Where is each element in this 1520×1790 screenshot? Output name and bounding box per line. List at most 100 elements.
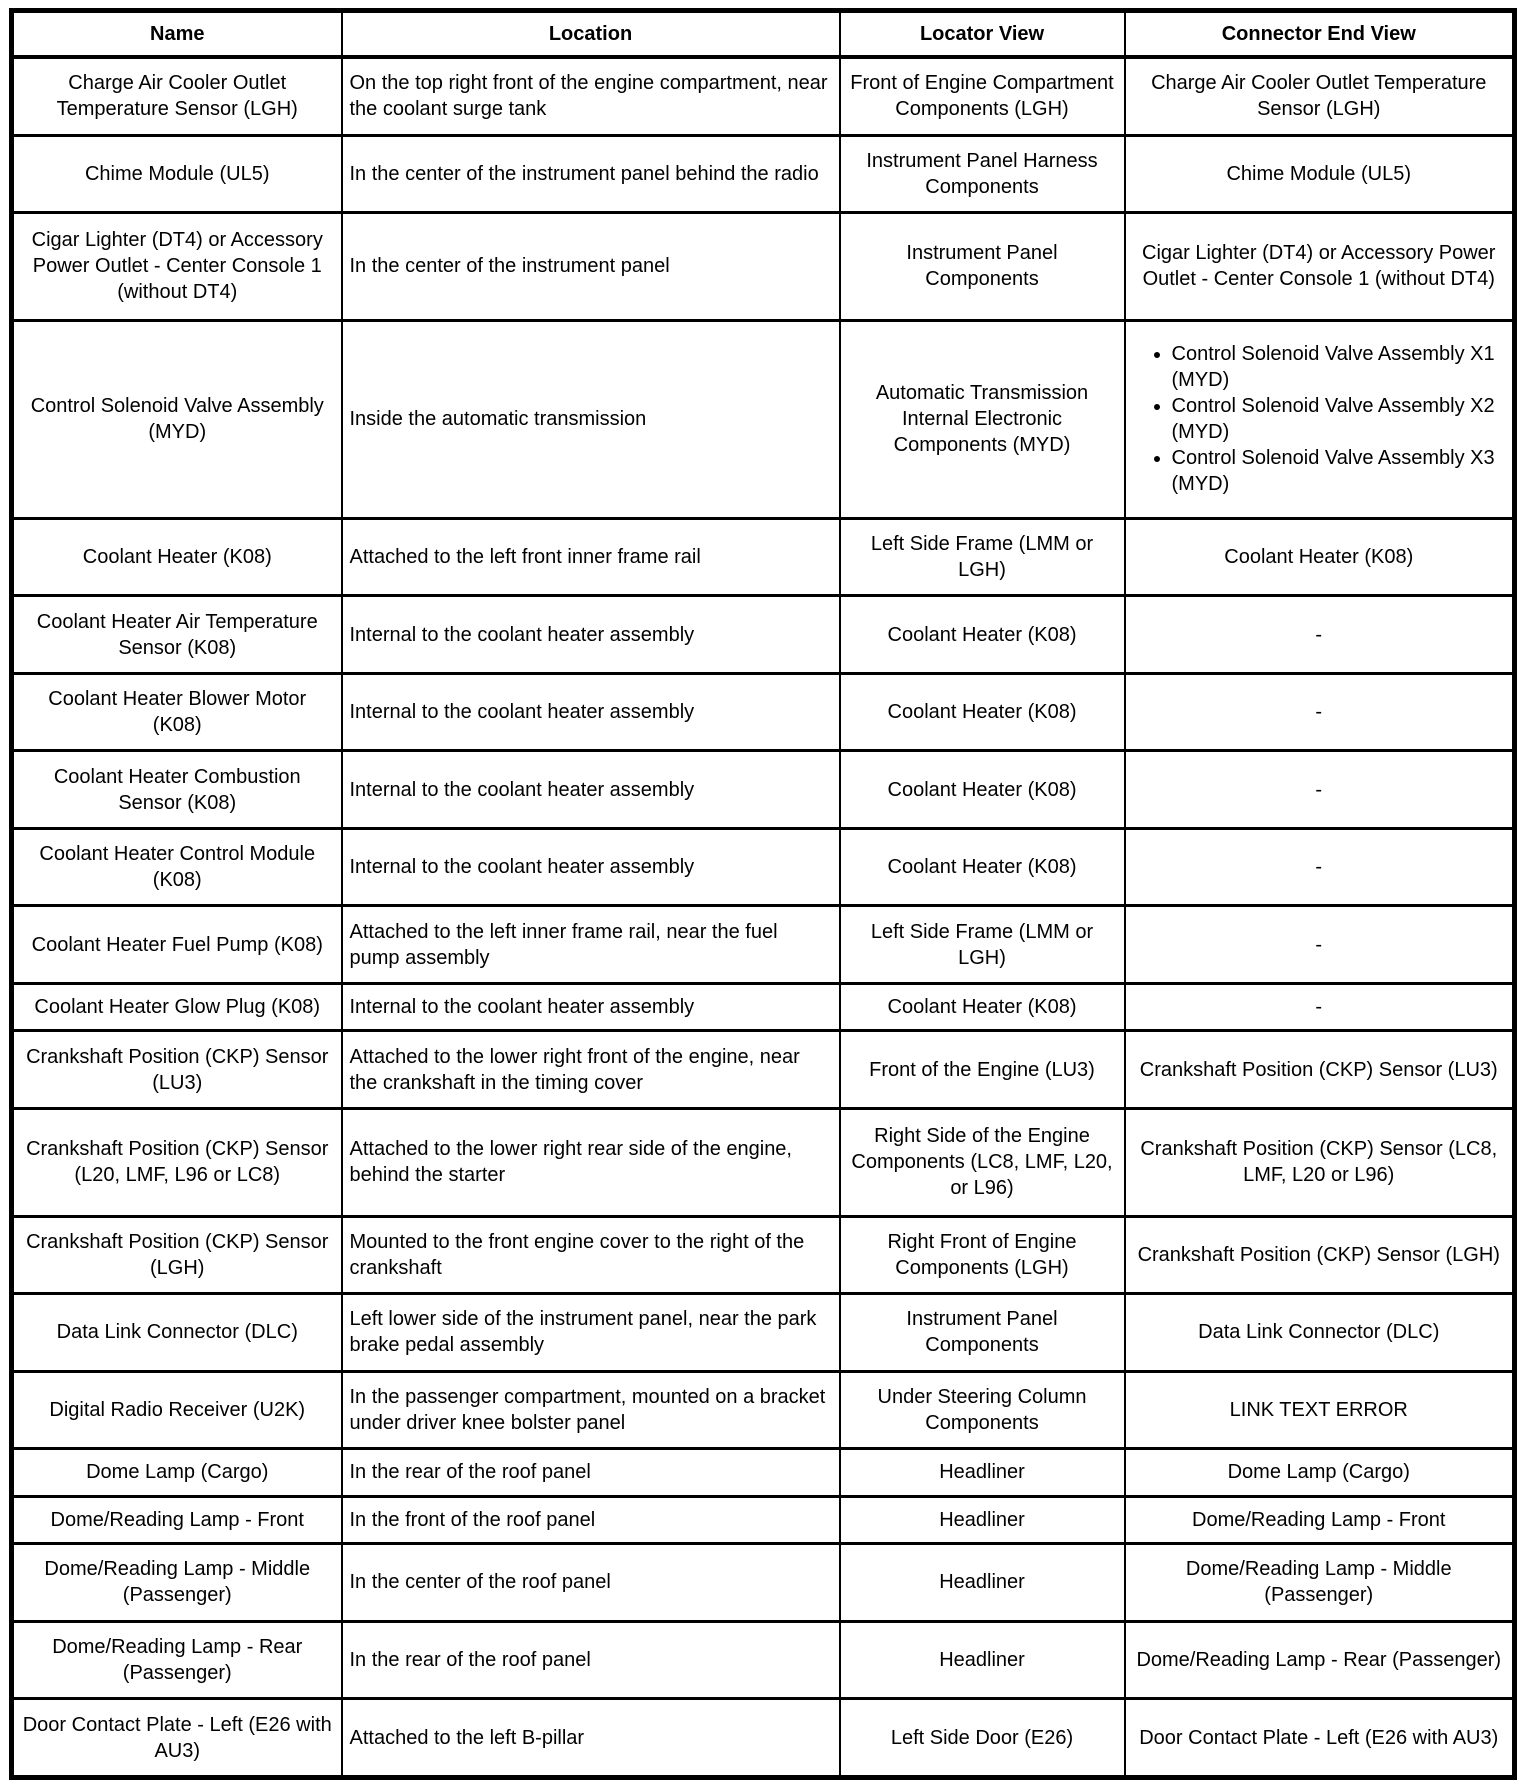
location-cell: Internal to the coolant heater assembly — [340, 671, 841, 753]
name-cell: Digital Radio Receiver (U2K) — [10, 1369, 343, 1451]
table-row: Door Contact Plate - Left (E26 with AU3)… — [10, 1697, 1516, 1779]
connector-end-view-cell: - — [1123, 904, 1516, 985]
locator-view-cell: Right Side of the Engine Components (LC8… — [838, 1106, 1126, 1218]
location-cell: Mounted to the front engine cover to the… — [340, 1214, 841, 1296]
location-cell: In the center of the roof panel — [340, 1542, 841, 1623]
table-row: Cigar Lighter (DT4) or Accessory Power O… — [10, 211, 1516, 322]
table-row: Digital Radio Receiver (U2K) In the passe… — [10, 1369, 1516, 1451]
name-cell: Crankshaft Position (CKP) Sensor (LGH) — [10, 1214, 343, 1296]
locator-view-cell: Automatic Transmission Internal Electron… — [838, 318, 1126, 520]
connector-end-view-cell: LINK TEXT ERROR — [1123, 1369, 1516, 1451]
locator-view-cell: Instrument Panel Components — [838, 1292, 1126, 1373]
name-cell: Data Link Connector (DLC) — [10, 1292, 343, 1373]
location-cell: Left lower side of the instrument panel,… — [340, 1292, 841, 1373]
connector-list-item: Control Solenoid Valve Assembly X2 (MYD) — [1172, 393, 1505, 445]
connector-end-view-cell: Dome Lamp (Cargo) — [1123, 1447, 1516, 1498]
name-cell: Dome/Reading Lamp - Front — [10, 1494, 343, 1546]
connector-end-view-cell: - — [1123, 749, 1516, 830]
location-cell: Internal to the coolant heater assembly — [340, 981, 841, 1033]
name-cell: Dome/Reading Lamp - Rear (Passenger) — [10, 1619, 343, 1701]
table-row: Data Link Connector (DLC) Left lower side… — [10, 1292, 1516, 1373]
table-row: Dome/Reading Lamp - Rear (Passenger) In t… — [10, 1619, 1516, 1701]
location-cell: Inside the automatic transmission — [340, 318, 841, 520]
name-cell: Coolant Heater Blower Motor (K08) — [10, 671, 343, 753]
location-cell: Attached to the left front inner frame r… — [340, 516, 841, 598]
location-cell: In the center of the instrument panel — [340, 211, 841, 322]
table-row: Crankshaft Position (CKP) Sensor (L20, L… — [10, 1106, 1516, 1218]
connector-end-view-cell: Cigar Lighter (DT4) or Accessory Power O… — [1123, 211, 1516, 322]
name-cell: Control Solenoid Valve Assembly (MYD) — [10, 318, 343, 520]
locator-view-cell: Coolant Heater (K08) — [838, 981, 1126, 1033]
name-cell: Coolant Heater Air Temperature Sensor (K… — [10, 594, 343, 675]
location-cell: In the passenger compartment, mounted on… — [340, 1369, 841, 1451]
name-cell: Door Contact Plate - Left (E26 with AU3) — [10, 1697, 343, 1779]
table-row: Dome/Reading Lamp - Front In the front of… — [10, 1494, 1516, 1546]
connector-end-view-cell: Charge Air Cooler Outlet Temperature Sen… — [1123, 55, 1516, 137]
connector-end-view-cell: Crankshaft Position (CKP) Sensor (LU3) — [1123, 1029, 1516, 1110]
name-cell: Coolant Heater Control Module (K08) — [10, 826, 343, 908]
connector-list-item: Control Solenoid Valve Assembly X1 (MYD) — [1172, 341, 1505, 393]
name-cell: Coolant Heater (K08) — [10, 516, 343, 598]
table-row: Crankshaft Position (CKP) Sensor (LGH) Mo… — [10, 1214, 1516, 1296]
locator-view-cell: Left Side Door (E26) — [838, 1697, 1126, 1779]
location-cell: Attached to the left inner frame rail, n… — [340, 904, 841, 985]
table-row: Charge Air Cooler Outlet Temperature Sen… — [10, 55, 1516, 137]
location-cell: In the rear of the roof panel — [340, 1447, 841, 1498]
connector-end-view-cell: Dome/Reading Lamp - Middle (Passenger) — [1123, 1542, 1516, 1623]
column-header-connector-end-view: Connector End View — [1123, 9, 1516, 59]
name-cell: Charge Air Cooler Outlet Temperature Sen… — [10, 55, 343, 137]
locator-view-cell: Headliner — [838, 1494, 1126, 1546]
table-row: Dome Lamp (Cargo) In the rear of the roof… — [10, 1447, 1516, 1498]
location-cell: Internal to the coolant heater assembly — [340, 826, 841, 908]
table-row: Coolant Heater (K08) Attached to the left… — [10, 516, 1516, 598]
name-cell: Crankshaft Position (CKP) Sensor (L20, L… — [10, 1106, 343, 1218]
locator-view-cell: Headliner — [838, 1542, 1126, 1623]
name-cell: Cigar Lighter (DT4) or Accessory Power O… — [10, 211, 343, 322]
name-cell: Crankshaft Position (CKP) Sensor (LU3) — [10, 1029, 343, 1110]
locator-view-cell: Coolant Heater (K08) — [838, 594, 1126, 675]
table-row: Coolant Heater Air Temperature Sensor (K… — [10, 594, 1516, 675]
component-locator-table: Name Location Locator View Connector End Vi… — [9, 8, 1517, 1780]
locator-view-cell: Instrument Panel Components — [838, 211, 1126, 322]
locator-view-cell: Headliner — [838, 1619, 1126, 1701]
connector-end-view-cell: - — [1123, 594, 1516, 675]
name-cell: Coolant Heater Fuel Pump (K08) — [10, 904, 343, 985]
connector-end-view-cell: - — [1123, 826, 1516, 908]
location-cell: In the center of the instrument panel be… — [340, 133, 841, 215]
location-cell: Attached to the left B-pillar — [340, 1697, 841, 1779]
locator-view-cell: Front of Engine Compartment Components (… — [838, 55, 1126, 137]
location-cell: In the front of the roof panel — [340, 1494, 841, 1546]
table-row: Chime Module (UL5) In the center of the i… — [10, 133, 1516, 215]
locator-view-cell: Coolant Heater (K08) — [838, 826, 1126, 908]
locator-view-cell: Coolant Heater (K08) — [838, 671, 1126, 753]
column-header-locator-view: Locator View — [838, 9, 1126, 59]
table-row: Coolant Heater Glow Plug (K08) Internal t… — [10, 981, 1516, 1033]
location-cell: In the rear of the roof panel — [340, 1619, 841, 1701]
table-row: Coolant Heater Combustion Sensor (K08) In… — [10, 749, 1516, 830]
locator-view-cell: Under Steering Column Components — [838, 1369, 1126, 1451]
connector-end-view-cell: Dome/Reading Lamp - Front — [1123, 1494, 1516, 1546]
table-row: Crankshaft Position (CKP) Sensor (LU3) At… — [10, 1029, 1516, 1110]
name-cell: Coolant Heater Combustion Sensor (K08) — [10, 749, 343, 830]
connector-end-view-cell: Crankshaft Position (CKP) Sensor (LC8, L… — [1123, 1106, 1516, 1218]
table-row: Coolant Heater Blower Motor (K08) Interna… — [10, 671, 1516, 753]
locator-view-cell: Front of the Engine (LU3) — [838, 1029, 1126, 1110]
locator-view-cell: Instrument Panel Harness Components — [838, 133, 1126, 215]
connector-end-view-cell: Door Contact Plate - Left (E26 with AU3) — [1123, 1697, 1516, 1779]
connector-end-view-cell: Chime Module (UL5) — [1123, 133, 1516, 215]
connector-end-view-cell: Coolant Heater (K08) — [1123, 516, 1516, 598]
connector-list-item: Control Solenoid Valve Assembly X3 (MYD) — [1172, 445, 1505, 497]
connector-end-view-cell: - — [1123, 671, 1516, 753]
column-header-name: Name — [10, 9, 343, 59]
table-row: Control Solenoid Valve Assembly (MYD) Ins… — [10, 318, 1516, 520]
name-cell: Chime Module (UL5) — [10, 133, 343, 215]
connector-end-view-cell: Crankshaft Position (CKP) Sensor (LGH) — [1123, 1214, 1516, 1296]
table-row: Coolant Heater Fuel Pump (K08) Attached t… — [10, 904, 1516, 985]
location-cell: Internal to the coolant heater assembly — [340, 749, 841, 830]
name-cell: Coolant Heater Glow Plug (K08) — [10, 981, 343, 1033]
table-row: Coolant Heater Control Module (K08) Inter… — [10, 826, 1516, 908]
locator-view-cell: Right Front of Engine Components (LGH) — [838, 1214, 1126, 1296]
header-row: Name Location Locator View Connector End Vi… — [10, 9, 1516, 59]
connector-end-view-cell: Control Solenoid Valve Assembly X1 (MYD)… — [1123, 318, 1516, 520]
connector-list: Control Solenoid Valve Assembly X1 (MYD)… — [1134, 341, 1505, 497]
